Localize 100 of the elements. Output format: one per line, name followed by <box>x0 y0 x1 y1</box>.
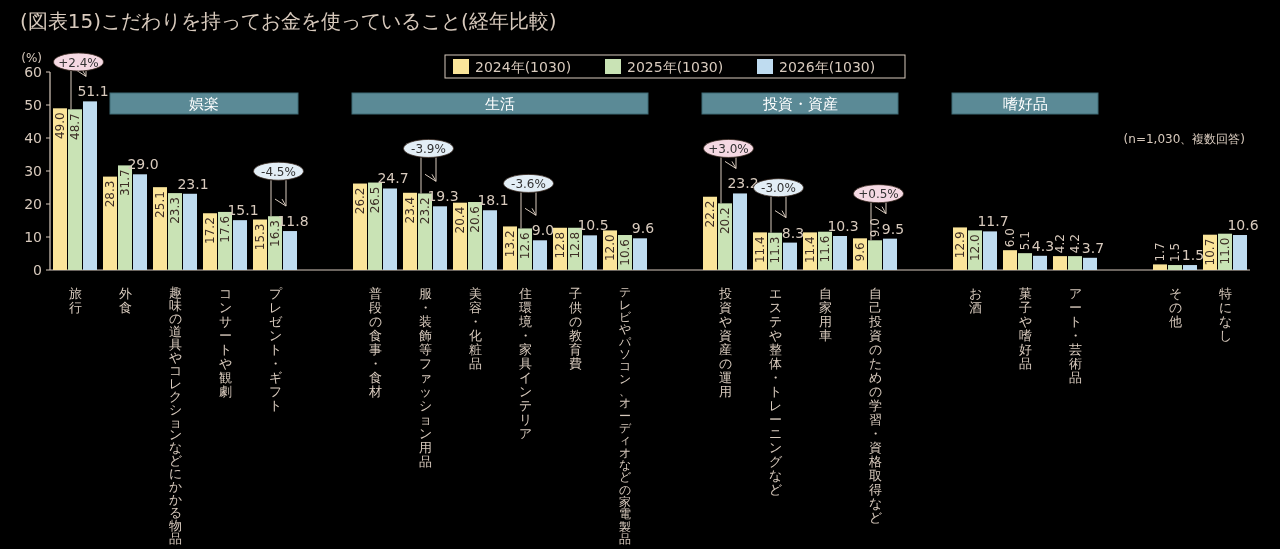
y-tick-label: 0 <box>33 262 42 278</box>
data-label: 23.1 <box>177 175 209 192</box>
data-label: 25.1 <box>153 191 167 218</box>
data-label: 20.4 <box>453 206 467 234</box>
data-label: 4.2 <box>1068 234 1082 254</box>
data-label: 20.6 <box>468 206 482 233</box>
category-label: 服・装飾等ファッション用品 <box>418 285 432 469</box>
data-label: 11.3 <box>768 236 782 264</box>
bar <box>53 108 67 270</box>
data-label: 8.3 <box>781 224 805 241</box>
data-label: 12.9 <box>953 231 967 259</box>
y-tick-label: 30 <box>24 163 42 179</box>
data-label: 11.6 <box>818 235 832 263</box>
data-label: 10.3 <box>827 218 859 235</box>
bar <box>1033 255 1047 270</box>
bar <box>283 231 297 270</box>
bar <box>1003 250 1017 270</box>
category-label: エステや整体・トレーニングなど <box>768 285 782 497</box>
bar <box>583 235 597 270</box>
data-label: 12.8 <box>568 231 582 259</box>
category-label: プレゼント・ギフト <box>268 285 282 413</box>
data-label: 15.3 <box>253 223 267 251</box>
data-label: 10.7 <box>1203 238 1217 266</box>
category-label: 自家用車 <box>818 285 832 343</box>
category-label: 菓子や嗜好品 <box>1018 285 1032 371</box>
data-label: 1.7 <box>1153 242 1167 262</box>
bar <box>68 109 82 270</box>
data-label: 23.2 <box>727 175 759 192</box>
bar <box>633 238 647 270</box>
annotation: 投資・資産 <box>761 95 838 113</box>
data-label: 48.7 <box>68 113 82 141</box>
data-label: 26.2 <box>353 187 367 215</box>
category-label: 住環境・家具インテリア <box>518 285 532 441</box>
data-label: 10.6 <box>618 239 632 266</box>
category-label: 外食 <box>118 285 132 315</box>
bar <box>1083 257 1097 270</box>
annotation: -3.0% <box>761 181 796 196</box>
legend-label: 2024年(1030) <box>475 59 572 75</box>
category-label: コンサートや観劇 <box>218 285 232 399</box>
bar <box>733 193 747 270</box>
group-header: 生活 <box>351 92 649 115</box>
data-label: 13.2 <box>503 230 517 258</box>
annotation: +2.4% <box>58 55 99 70</box>
bar <box>1018 253 1032 270</box>
y-axis-title: (%) <box>21 51 42 65</box>
data-label: 11.7 <box>977 213 1009 230</box>
category-label: 投資や資産の運用 <box>718 285 732 399</box>
annotation: +3.0% <box>708 141 749 156</box>
data-label: 24.7 <box>377 170 409 187</box>
data-label: 16.3 <box>268 220 282 247</box>
annotation: -3.9% <box>411 141 446 156</box>
bar <box>1233 235 1247 270</box>
data-label: 12.8 <box>553 231 567 259</box>
bar <box>1068 256 1082 270</box>
data-label: 11.4 <box>803 236 817 264</box>
bar <box>883 238 897 270</box>
data-label: 4.2 <box>1053 234 1067 254</box>
data-label: 12.6 <box>518 232 532 260</box>
group-header: 嗜好品 <box>951 92 1099 115</box>
bar <box>133 174 147 270</box>
bar <box>383 188 397 270</box>
data-label: 51.1 <box>77 83 109 100</box>
category-label: 自己投資のための学習・資格取得など <box>868 285 882 525</box>
category-label: 趣味の道具やコレクションなどにかかる物品 <box>168 285 182 547</box>
data-label: 23.3 <box>168 197 182 224</box>
data-label: 9.0 <box>531 222 555 239</box>
annotation: (n=1,030、複数回答) <box>1123 132 1245 146</box>
annotation: 生活 <box>485 95 515 113</box>
data-label: 9.6 <box>631 220 655 237</box>
bar <box>183 193 197 270</box>
y-tick-label: 10 <box>24 229 42 245</box>
group-header: 投資・資産 <box>701 92 899 115</box>
data-label: 10.5 <box>577 217 609 234</box>
data-label: 22.2 <box>703 200 717 228</box>
annotation: -3.6% <box>511 176 546 191</box>
annotation: 嗜好品 <box>1002 95 1048 113</box>
bar <box>433 206 447 270</box>
bar <box>1168 265 1182 270</box>
bar <box>833 236 847 270</box>
annotation: -4.5% <box>261 164 296 179</box>
data-label: 6.0 <box>1003 228 1017 248</box>
data-label: 9.0 <box>868 218 882 238</box>
bar <box>483 210 497 270</box>
data-label: 1.5 <box>1181 247 1205 264</box>
data-label: 4.3 <box>1031 237 1055 254</box>
category-label: 普段の食事・食材 <box>368 285 382 399</box>
category-label: 子供の教育費 <box>568 285 582 371</box>
y-tick-label: 50 <box>24 97 42 113</box>
data-label: 10.6 <box>1227 217 1259 234</box>
data-label: 12.0 <box>603 234 617 262</box>
y-tick-label: 40 <box>24 130 42 146</box>
data-label: 28.3 <box>103 180 117 208</box>
data-label: 9.6 <box>853 242 867 262</box>
data-label: 20.2 <box>718 207 732 235</box>
bar <box>233 220 247 270</box>
data-label: 3.7 <box>1081 239 1105 256</box>
data-label: 17.2 <box>203 217 217 244</box>
data-label: 9.5 <box>881 220 905 237</box>
bar <box>783 242 797 270</box>
legend-label: 2025年(1030) <box>627 59 724 75</box>
